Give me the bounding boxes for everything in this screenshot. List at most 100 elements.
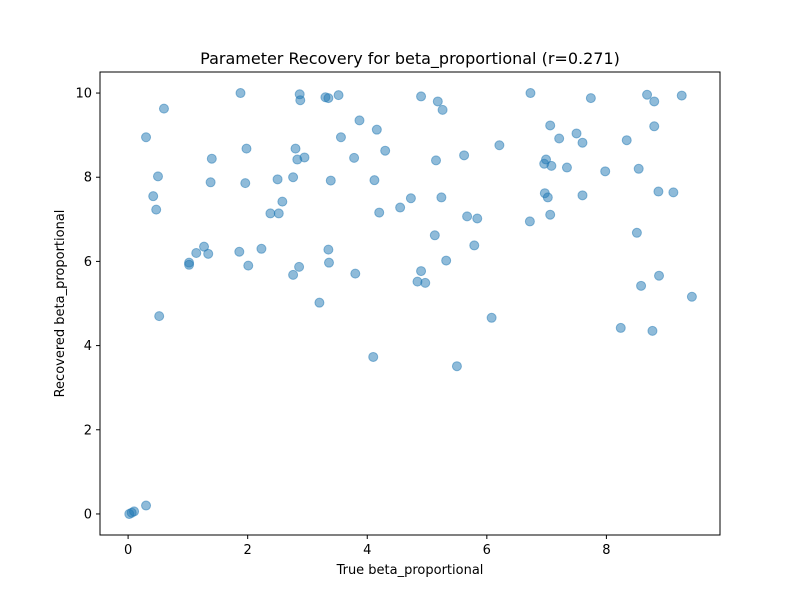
data-point [314,297,325,308]
data-point [546,160,557,171]
y-tick-label: 10 [75,87,92,102]
data-point [295,95,306,106]
data-point [405,193,416,204]
data-point [577,137,588,148]
data-point [151,204,162,215]
data-point [668,187,679,198]
data-point [441,255,452,266]
data-point [206,153,217,164]
data-point [371,124,382,135]
data-point [585,93,596,104]
data-point [654,270,665,281]
data-point [686,291,697,302]
data-point [240,178,251,189]
data-point [642,89,653,100]
data-point [323,244,334,255]
data-point [154,311,165,322]
data-point [600,166,611,177]
data-point [486,312,497,323]
data-point [184,259,195,270]
data-point [235,88,246,99]
data-point [633,163,644,174]
data-point [256,243,267,254]
x-tick-label: 4 [363,543,371,558]
data-point [420,277,431,288]
data-point [561,162,572,173]
data-point [416,266,427,277]
data-point [541,154,552,165]
data-point [323,257,334,268]
data-point [277,196,288,207]
data-point [152,171,163,182]
y-tick-label: 2 [84,423,92,438]
data-point [272,174,283,185]
data-points [124,88,697,519]
data-point [615,322,626,333]
data-point [429,230,440,241]
data-point [323,93,334,104]
x-tick-label: 8 [602,543,610,558]
y-tick-label: 0 [84,507,92,522]
data-point [333,90,344,101]
x-axis-label: True beta_proportional [336,563,484,578]
data-point [288,269,299,280]
plot-frame [99,71,721,536]
data-point [349,152,360,163]
data-point [243,260,254,271]
data-point [395,202,406,213]
data-point [299,152,310,163]
data-point [203,248,214,259]
data-point [141,132,152,143]
x-tick-label: 0 [124,543,132,558]
data-point [234,246,245,257]
data-point [141,500,152,511]
x-tick-label: 6 [483,543,491,558]
data-point [621,135,632,146]
data-point [436,192,447,203]
y-tick-label: 4 [84,339,92,354]
data-point [554,133,565,144]
data-point [148,191,159,202]
data-point [432,96,443,107]
data-point [577,190,588,201]
data-point [437,104,448,115]
chart-title: Parameter Recovery for beta_proportional… [200,49,620,69]
x-tick-label: 2 [244,543,252,558]
data-point [545,209,556,220]
data-point [462,211,473,222]
data-point [524,216,535,227]
data-point [451,361,462,372]
data-point [273,208,284,219]
data-point [631,227,642,238]
data-point [653,186,664,197]
data-point [369,175,380,186]
data-point [265,208,276,219]
data-point [494,140,505,151]
data-point [158,103,169,114]
data-point [542,192,553,203]
y-tick-label: 6 [84,255,92,270]
data-point [416,91,427,102]
data-point [380,145,391,156]
data-point [374,207,385,218]
data-point [294,261,305,272]
data-point [191,247,202,258]
y-axis-ticks: 0 2 4 6 8 10 [75,87,100,522]
data-point [290,143,301,154]
data-point [649,121,660,132]
data-point [647,325,658,336]
y-axis-label: Recovered beta_proportional [53,210,68,398]
data-point [129,506,140,517]
data-point [469,240,480,251]
x-axis-ticks: 0 2 4 6 8 [124,535,611,558]
data-point [525,88,536,99]
data-point [636,280,647,291]
data-point [571,128,582,139]
data-point [545,120,556,131]
data-point [241,143,252,154]
data-point [205,177,216,188]
data-point [649,96,660,107]
